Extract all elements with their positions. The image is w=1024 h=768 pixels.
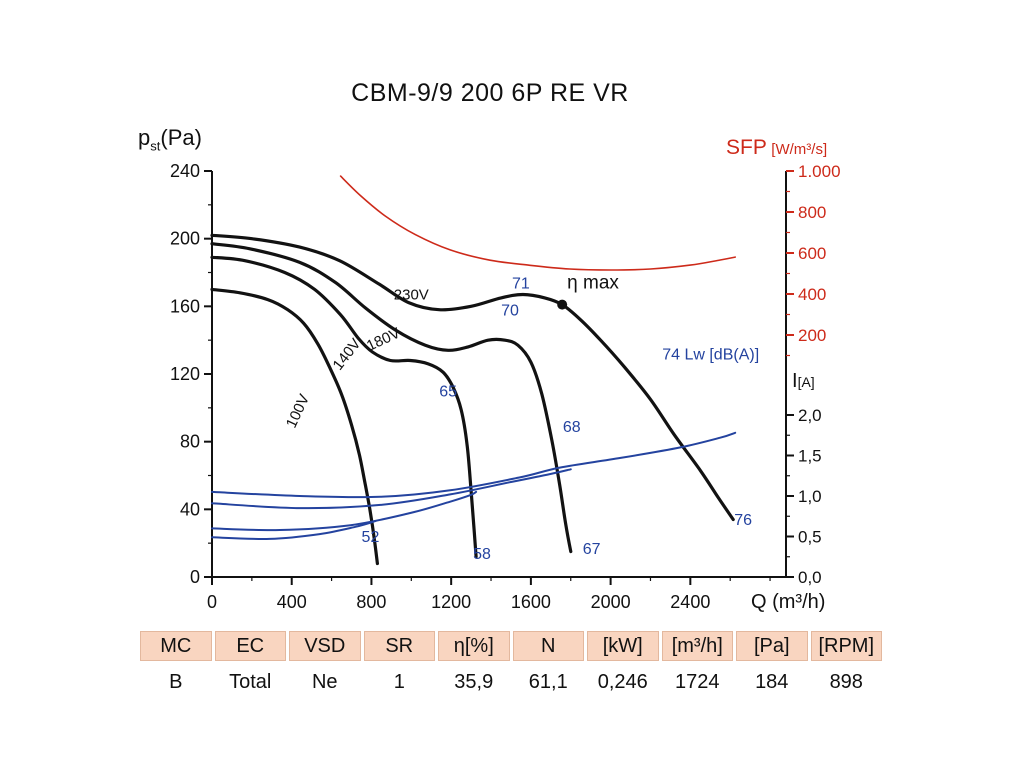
curve-current-180V — [211, 468, 572, 510]
y-tick-label: 240 — [170, 161, 200, 181]
results-table: MC EC VSD SR η[%] N [kW] [m³/h] [Pa] [RP… — [140, 631, 882, 697]
pressure-axis-label: pst(Pa) — [138, 125, 202, 154]
table-value-rpm: 898 — [829, 670, 863, 693]
eta-max-label: η max — [567, 273, 619, 294]
table-value-mc: B — [169, 670, 183, 693]
current-tick-label: 1,0 — [798, 487, 822, 506]
label-76: 76 — [734, 512, 752, 529]
table-header-m3h: [m³/h] — [661, 631, 733, 661]
table-header-mc: MC — [140, 631, 212, 661]
table-value-pa: 184 — [755, 670, 789, 693]
label-71: 71 — [512, 275, 530, 292]
table-value-kw: 0,246 — [597, 670, 648, 693]
eta-max-point — [557, 299, 568, 310]
current-tick-label: 0,5 — [798, 528, 822, 547]
table-value-eta: 35,9 — [454, 670, 494, 693]
curve-sfp — [339, 175, 736, 271]
chart-title: CBM-9/9 200 6P RE VR — [351, 79, 629, 107]
table-header-rpm: [RPM] — [810, 631, 882, 661]
label-230v: 230V — [394, 287, 429, 304]
label-52: 52 — [362, 529, 380, 546]
y-tick-label: 160 — [170, 296, 200, 316]
y-tick-label: 80 — [180, 432, 200, 452]
table-value-ec: Total — [229, 670, 272, 693]
y-tick-label: 200 — [170, 229, 200, 249]
table-header-vsd: VSD — [289, 631, 361, 661]
x-tick-label: 0 — [207, 592, 217, 612]
curve-current-140V — [211, 490, 478, 532]
table-value-vsd: Ne — [311, 670, 338, 693]
curve-current-230V — [211, 431, 737, 499]
label-67: 67 — [583, 541, 601, 558]
curve-pressure-230V — [210, 233, 735, 522]
x-tick-label: 1200 — [431, 592, 471, 612]
y-tick-label: 40 — [180, 499, 200, 519]
label-180v: 180V — [364, 325, 403, 355]
table-header-eta: η[%] — [438, 631, 510, 661]
table-value-m3h: 1724 — [675, 670, 720, 693]
label-65: 65 — [439, 384, 457, 401]
table-header-kw: [kW] — [587, 631, 659, 661]
x-tick-label: 400 — [277, 592, 307, 612]
results-table-header-row: MC EC VSD SR η[%] N [kW] [m³/h] [Pa] [RP… — [140, 631, 882, 661]
current-axis-label: I[A] — [792, 370, 815, 392]
table-value-n: 61,1 — [528, 670, 568, 693]
curve-pressure-100V — [210, 287, 379, 566]
label-74-lw-db-a-: 74 Lw [dB(A)] — [662, 346, 759, 363]
current-tick-label: 2,0 — [798, 406, 822, 425]
table-header-sr: SR — [363, 631, 435, 661]
sfp-tick-label: 200 — [798, 326, 826, 345]
curve-pressure-180V — [210, 242, 573, 554]
sfp-axis-label: SFP [W/m³/s] — [726, 136, 828, 159]
table-header-pa: [Pa] — [736, 631, 808, 661]
current-tick-label: 1,5 — [798, 447, 822, 466]
label-100v: 100V — [283, 392, 313, 431]
x-tick-label: 2000 — [591, 592, 631, 612]
y-tick-label: 0 — [190, 567, 200, 587]
table-value-sr: 1 — [393, 670, 405, 693]
y-tick-label: 120 — [170, 364, 200, 384]
current-tick-label: 0,0 — [798, 568, 822, 587]
sfp-tick-label: 400 — [798, 285, 826, 304]
sfp-tick-label: 1.000 — [798, 162, 841, 181]
label-68: 68 — [563, 419, 581, 436]
label-58: 58 — [473, 546, 491, 563]
curve-current-100V — [211, 520, 377, 541]
x-tick-label: 2400 — [670, 592, 710, 612]
sfp-tick-label: 600 — [798, 244, 826, 263]
x-tick-label: 1600 — [511, 592, 551, 612]
x-tick-label: 800 — [356, 592, 386, 612]
results-table-value-row: B Total Ne 1 35,9 61,1 0,246 1724 184 89… — [140, 661, 882, 697]
curve-pressure-140V — [210, 255, 478, 559]
table-header-ec: EC — [214, 631, 286, 661]
flow-axis-label: Q (m³/h) — [751, 591, 826, 613]
sfp-tick-label: 800 — [798, 203, 826, 222]
table-header-n: N — [512, 631, 584, 661]
label-70: 70 — [501, 302, 519, 319]
